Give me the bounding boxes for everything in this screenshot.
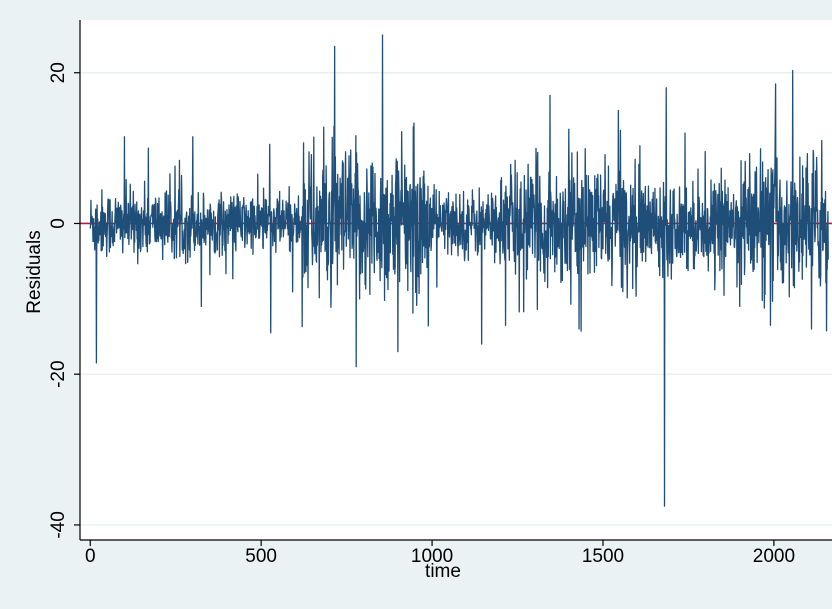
gridlines	[80, 72, 832, 526]
residuals-line	[89, 34, 829, 507]
x-tick-label: 0	[85, 546, 96, 567]
y-axis-title: Residuals	[24, 230, 45, 313]
y-tick-label: -20	[48, 360, 69, 387]
y-tick-label: 0	[48, 218, 69, 229]
axes: -40 -20 0 20 0 500 1000 1500 2000	[48, 20, 832, 567]
y-tick-label: 20	[48, 62, 69, 83]
x-axis-title: time	[425, 561, 461, 582]
residuals-series	[89, 34, 829, 507]
y-tick-label: -40	[48, 511, 69, 538]
x-tick-label: 1000	[411, 546, 453, 567]
x-tick-label: 2000	[753, 546, 795, 567]
x-tick-label: 1500	[582, 546, 624, 567]
plot-area	[80, 20, 832, 540]
x-tick-label: 500	[245, 546, 277, 567]
